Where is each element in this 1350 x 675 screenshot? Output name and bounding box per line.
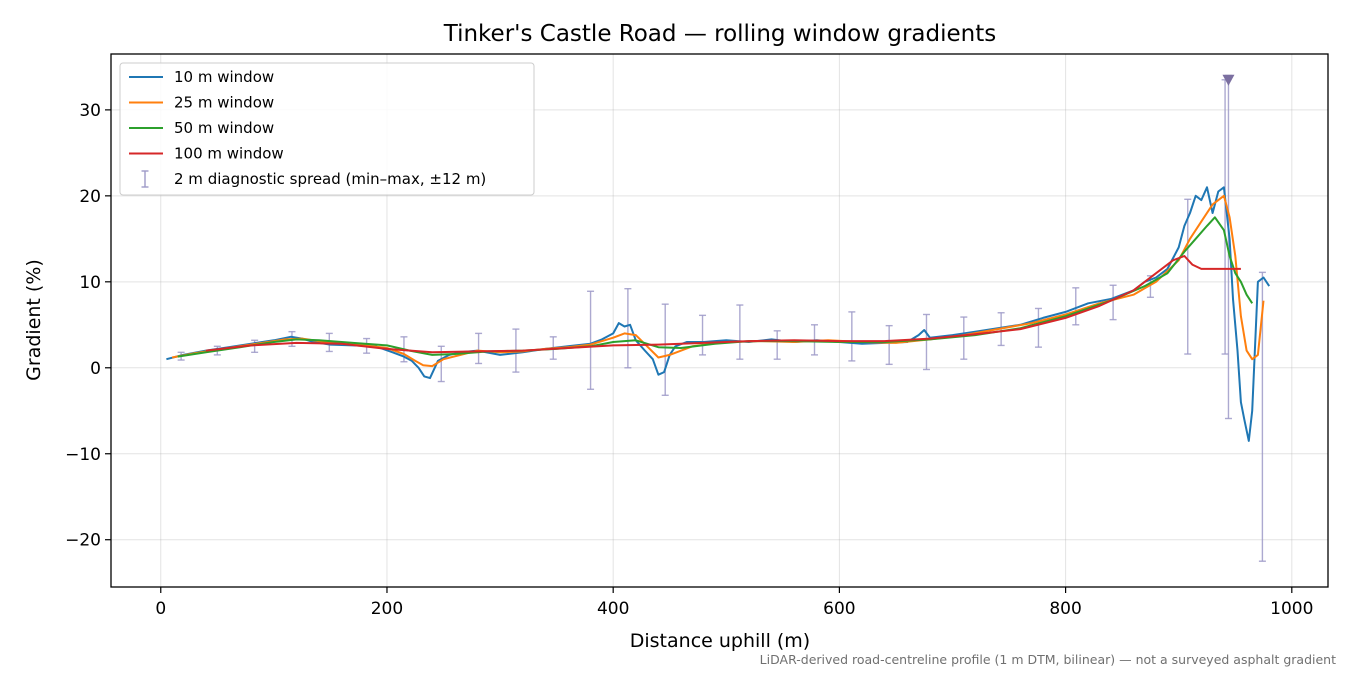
x-tick-label: 0 xyxy=(155,599,166,619)
errorbar xyxy=(1109,284,1117,321)
x-tick-label: 600 xyxy=(823,599,855,619)
clip-marker xyxy=(1222,74,1235,86)
errorbar xyxy=(848,311,856,362)
x-tick-label: 800 xyxy=(1049,599,1081,619)
legend-item: 10 m window xyxy=(129,68,274,86)
legend-box xyxy=(119,62,535,196)
footnote: LiDAR-derived road-centreline profile (1… xyxy=(760,652,1336,667)
x-axis-ticks: 0 200 400 600 800 1000 xyxy=(155,587,1313,619)
legend-label: 2 m diagnostic spread (min–max, ±12 m) xyxy=(174,170,486,188)
errorbar xyxy=(475,332,483,365)
clip-markers xyxy=(1222,74,1235,86)
legend-item: 50 m window xyxy=(129,119,274,137)
errorbar xyxy=(922,313,930,371)
x-tick-label: 200 xyxy=(371,599,403,619)
errorbar xyxy=(1072,287,1080,326)
y-tick-label: 0 xyxy=(90,359,101,379)
errorbar xyxy=(960,316,968,360)
x-tick-label: 400 xyxy=(597,599,629,619)
x-axis-label: Distance uphill (m) xyxy=(630,630,810,652)
y-tick-label: −20 xyxy=(65,531,101,551)
legend-item: 2 m diagnostic spread (min–max, ±12 m) xyxy=(141,170,486,188)
y-tick-label: 30 xyxy=(79,101,101,121)
y-tick-label: 20 xyxy=(79,187,101,207)
y-axis-label: Gradient (%) xyxy=(23,259,45,381)
plot-frame xyxy=(110,53,1329,588)
legend-item: 100 m window xyxy=(129,145,284,163)
errorbar xyxy=(773,330,781,360)
series-line-4 xyxy=(205,255,1241,354)
y-tick-label: −10 xyxy=(65,445,101,465)
chart-legend: 10 m window 25 m window 50 m window 100 m w… xyxy=(119,62,535,196)
legend-label: 50 m window xyxy=(174,119,274,137)
errorbar xyxy=(736,304,744,360)
errorbar xyxy=(1034,307,1042,348)
errorbar xyxy=(885,324,893,366)
legend-item: 25 m window xyxy=(129,94,274,112)
errorbar xyxy=(587,290,595,390)
chart-title: Tinker's Castle Road — rolling window gr… xyxy=(443,21,997,47)
errorbar xyxy=(699,314,707,356)
gradient-series-lines xyxy=(166,186,1271,442)
errorbar xyxy=(624,287,632,369)
grid-lines xyxy=(111,54,1328,587)
errorbar xyxy=(1184,198,1192,355)
y-tick-label: 10 xyxy=(79,273,101,293)
legend-label: 100 m window xyxy=(174,145,284,163)
x-tick-label: 1000 xyxy=(1270,599,1313,619)
legend-label: 10 m window xyxy=(174,68,274,86)
errorbar xyxy=(661,303,669,396)
y-axis-ticks: −20 −10 0 10 20 30 xyxy=(65,101,111,551)
legend-label: 25 m window xyxy=(174,94,274,112)
